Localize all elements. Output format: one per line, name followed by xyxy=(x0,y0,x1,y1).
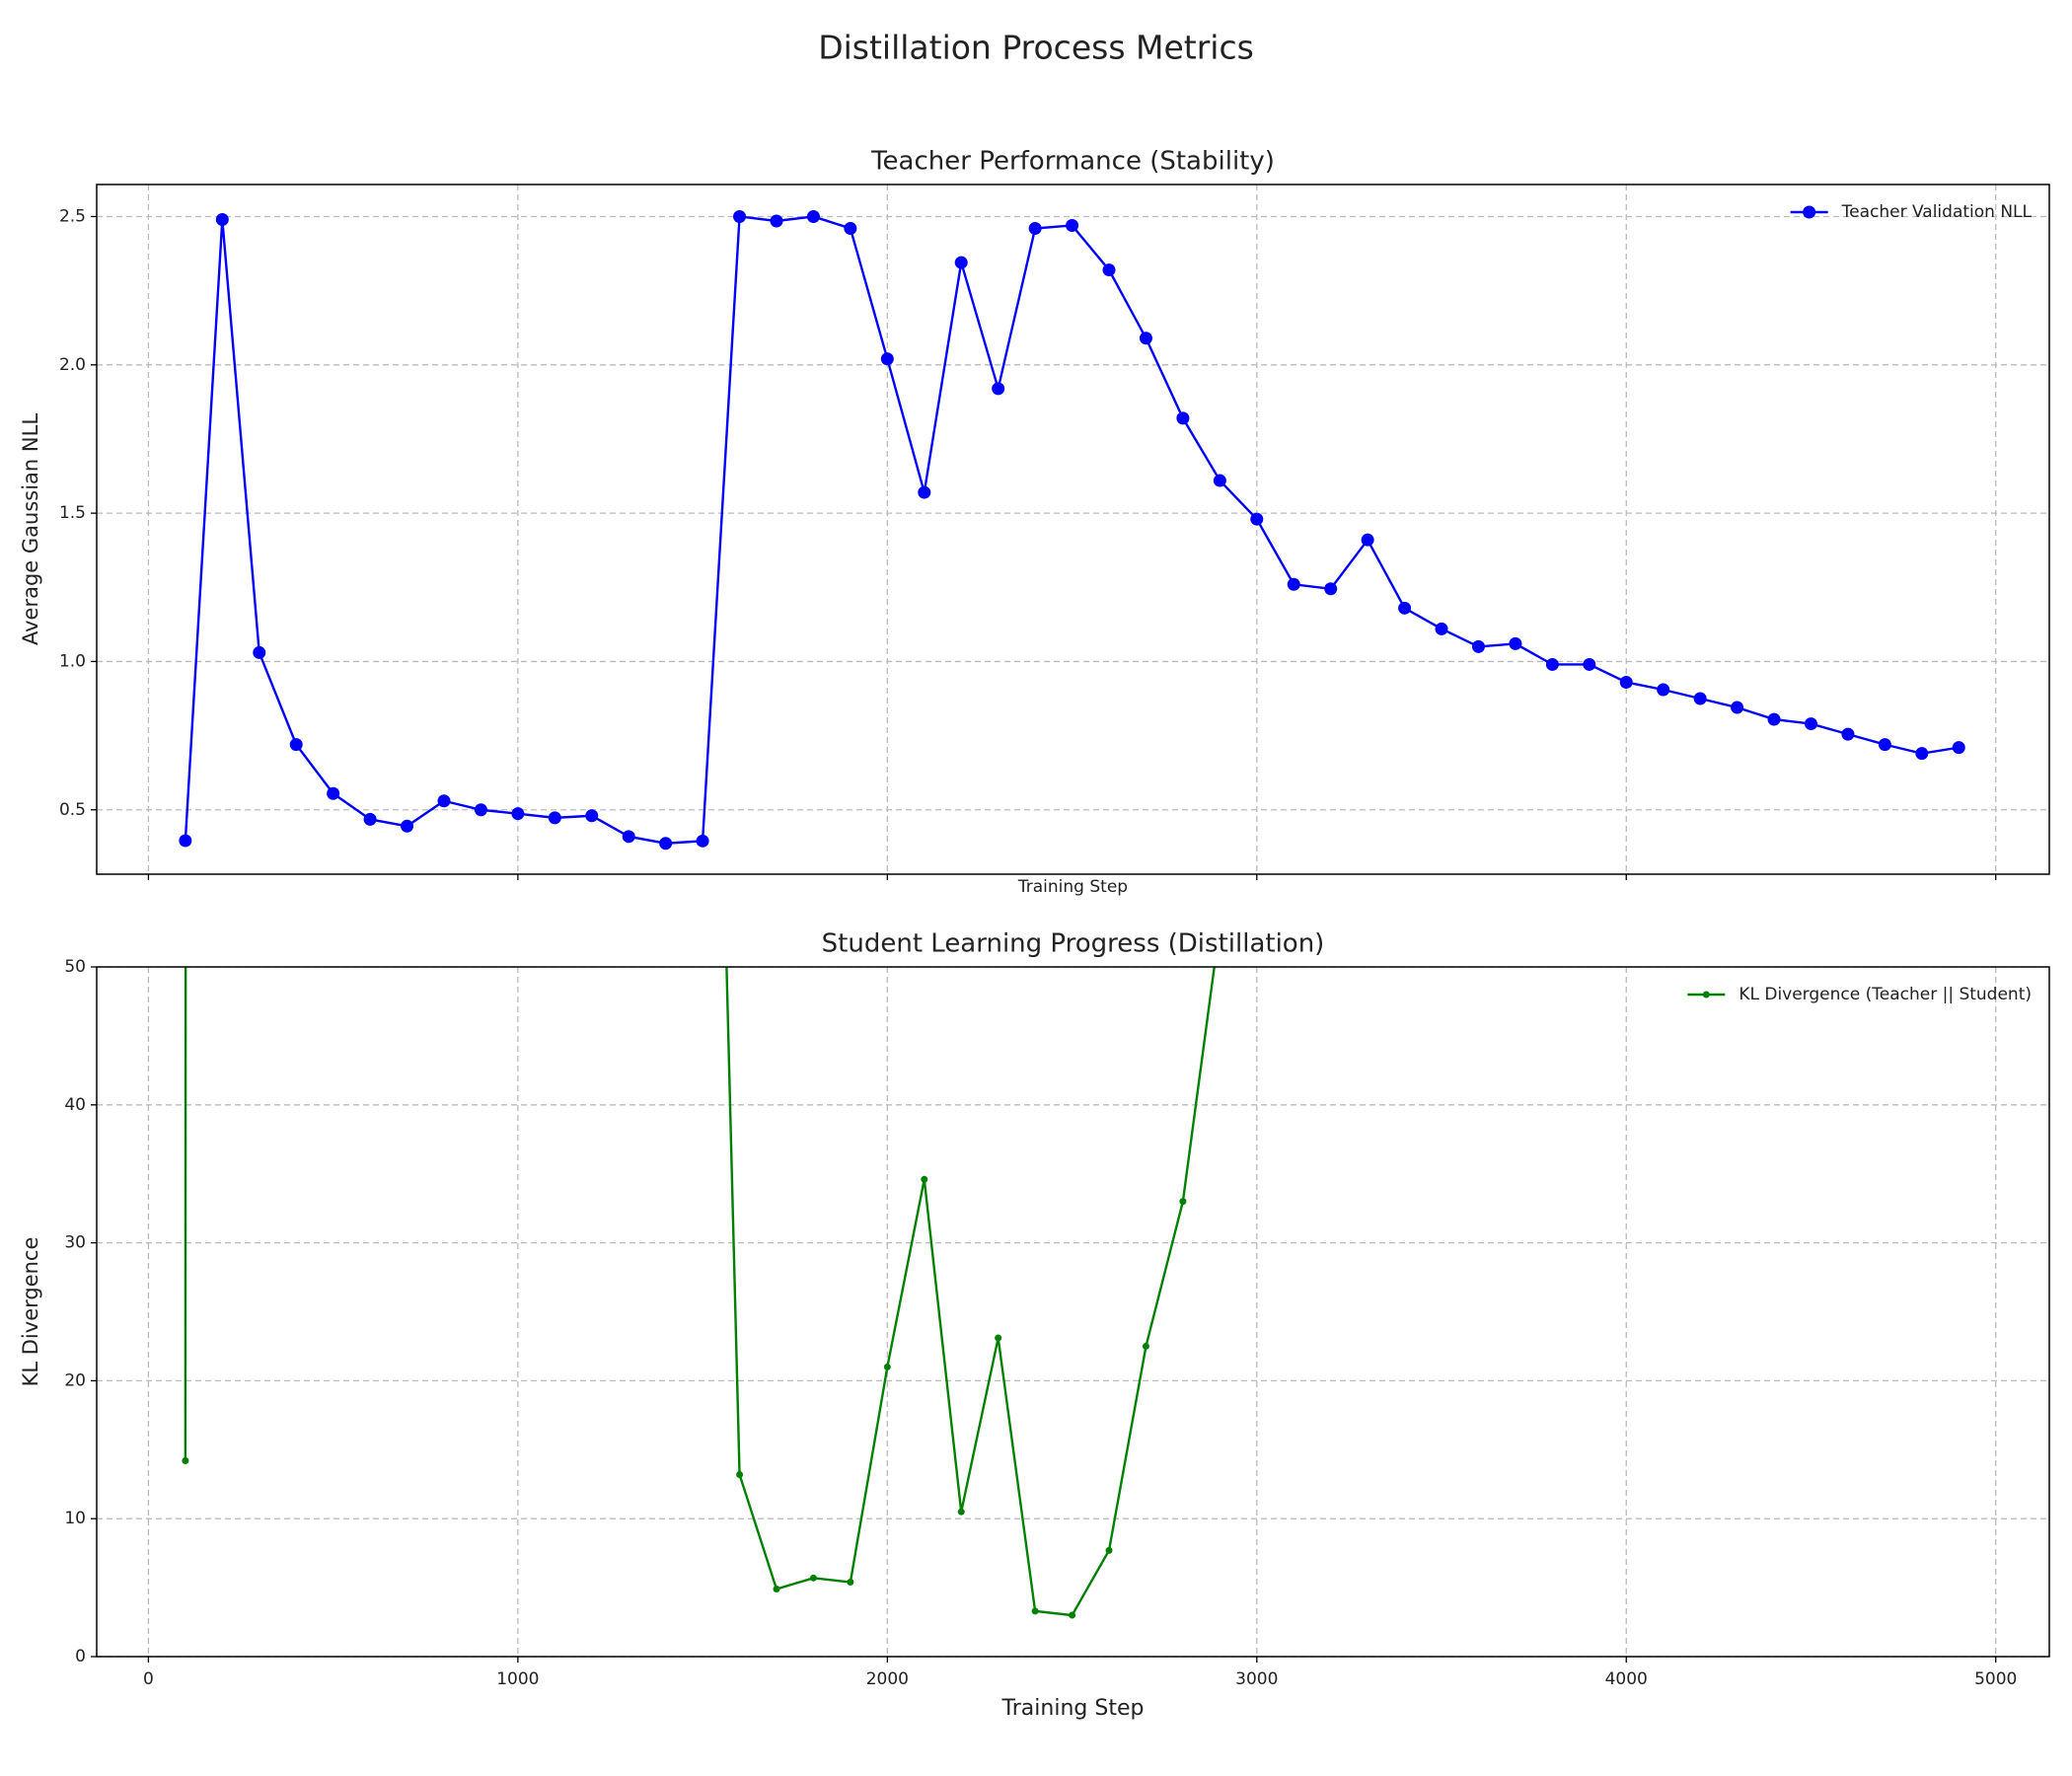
data-point xyxy=(215,212,229,226)
x-tick-label: 2000 xyxy=(866,1669,909,1689)
subplot-title: Student Learning Progress (Distillation) xyxy=(822,929,1325,959)
data-point xyxy=(179,834,192,848)
data-point xyxy=(1102,263,1116,277)
data-point xyxy=(1028,221,1042,235)
data-point xyxy=(1066,218,1079,232)
data-point xyxy=(511,807,525,821)
plot-area xyxy=(179,209,1965,851)
x-tick-label: 0 xyxy=(143,1669,154,1689)
data-point xyxy=(659,837,673,851)
data-point xyxy=(1657,683,1670,697)
y-tick-label: 20 xyxy=(64,1370,86,1390)
data-point xyxy=(1139,332,1152,345)
data-point xyxy=(957,1508,965,1516)
data-point xyxy=(1287,577,1300,591)
legend-marker xyxy=(1702,991,1710,999)
x-axis-label: Training Step xyxy=(1001,1696,1145,1721)
axes-frame xyxy=(96,184,2050,875)
data-point xyxy=(1619,675,1633,689)
data-point xyxy=(1069,1611,1076,1619)
legend-marker xyxy=(1803,205,1816,219)
data-point xyxy=(806,209,820,223)
data-point xyxy=(992,382,1005,396)
data-point xyxy=(1213,474,1226,487)
data-point xyxy=(1915,747,1929,761)
data-point xyxy=(773,1585,780,1592)
data-point xyxy=(585,809,599,823)
data-point xyxy=(918,485,931,499)
y-tick-label: 1.0 xyxy=(59,651,86,671)
data-point xyxy=(844,221,857,235)
data-point xyxy=(1471,639,1485,653)
data-point xyxy=(401,819,414,833)
figure-title: Distillation Process Metrics xyxy=(818,29,1254,67)
x-axis-label: Training Step xyxy=(1017,877,1128,897)
y-tick-label: 2.0 xyxy=(59,355,86,375)
y-tick-label: 40 xyxy=(64,1095,86,1115)
data-point xyxy=(770,214,783,228)
data-point xyxy=(1841,727,1855,741)
data-point xyxy=(474,803,487,817)
data-point xyxy=(883,1363,891,1370)
y-tick-label: 10 xyxy=(64,1509,86,1528)
y-tick-label: 50 xyxy=(64,957,86,977)
data-point xyxy=(1804,717,1817,731)
data-point xyxy=(1545,657,1559,671)
data-point xyxy=(995,1334,1002,1342)
y-axis-label: Average Gaussian NLL xyxy=(19,413,42,645)
data-point xyxy=(1693,692,1707,705)
data-point xyxy=(1767,712,1781,726)
data-point xyxy=(954,256,968,269)
data-point xyxy=(736,1470,744,1478)
data-point xyxy=(809,1574,817,1582)
data-point xyxy=(548,811,561,825)
subplot-title: Teacher Performance (Stability) xyxy=(870,147,1275,177)
data-point xyxy=(182,1456,189,1464)
data-point xyxy=(289,738,303,752)
data-point xyxy=(880,352,894,366)
data-point xyxy=(1250,512,1264,526)
y-tick-label: 1.5 xyxy=(59,503,86,523)
y-tick-label: 30 xyxy=(64,1233,86,1253)
x-tick-label: 4000 xyxy=(1605,1669,1648,1689)
data-point xyxy=(437,794,451,808)
data-point xyxy=(1435,622,1448,635)
axes-frame xyxy=(96,966,2050,1658)
x-tick-label: 5000 xyxy=(1974,1669,2017,1689)
data-point xyxy=(1031,1607,1039,1615)
data-point xyxy=(622,830,635,844)
data-point xyxy=(327,786,340,800)
data-point xyxy=(1176,411,1190,425)
data-point xyxy=(921,1175,928,1183)
data-point xyxy=(1179,1198,1187,1206)
data-point xyxy=(1324,582,1338,596)
legend-label: KL Divergence (Teacher || Student) xyxy=(1739,985,2032,1004)
plot-area xyxy=(182,967,1216,1619)
y-tick-label: 0 xyxy=(75,1647,86,1666)
data-point xyxy=(1731,701,1744,714)
data-point xyxy=(1583,657,1596,671)
data-point xyxy=(1878,738,1891,752)
y-tick-label: 0.5 xyxy=(59,800,86,820)
x-tick-label: 1000 xyxy=(496,1669,539,1689)
data-point xyxy=(363,812,377,826)
x-tick-label: 3000 xyxy=(1235,1669,1278,1689)
data-point xyxy=(847,1579,854,1587)
data-point xyxy=(1361,533,1374,547)
data-point xyxy=(1142,1342,1149,1350)
data-point xyxy=(1509,636,1522,650)
data-point xyxy=(253,645,266,659)
data-point xyxy=(1952,741,1965,755)
data-point xyxy=(733,209,747,223)
data-point xyxy=(696,834,709,848)
data-point xyxy=(1105,1546,1113,1554)
data-point xyxy=(1398,601,1412,615)
y-tick-label: 2.5 xyxy=(59,206,86,226)
legend-label: Teacher Validation NLL xyxy=(1841,202,2033,222)
y-axis-label: KL Divergence xyxy=(19,1237,42,1387)
